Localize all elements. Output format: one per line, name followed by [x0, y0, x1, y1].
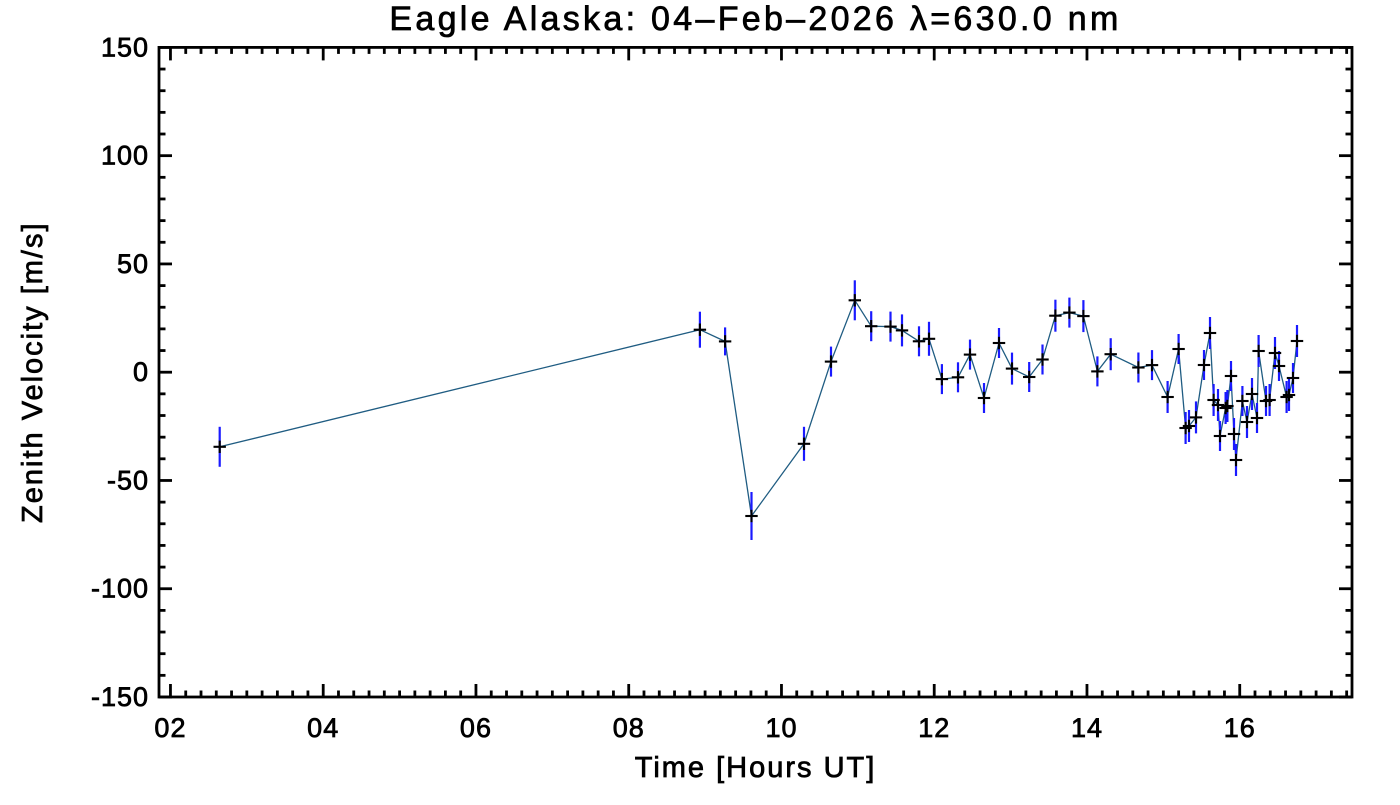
svg-text:04: 04 — [307, 713, 339, 743]
svg-text:Eagle Alaska: 04–Feb–2026 λ=63: Eagle Alaska: 04–Feb–2026 λ=630.0 nm — [389, 0, 1121, 38]
svg-text:06: 06 — [460, 713, 492, 743]
svg-text:Time [Hours UT]: Time [Hours UT] — [635, 752, 877, 784]
svg-text:14: 14 — [1071, 713, 1103, 743]
svg-text:12: 12 — [918, 713, 950, 743]
svg-text:50: 50 — [117, 249, 149, 279]
svg-text:10: 10 — [765, 713, 797, 743]
svg-text:08: 08 — [613, 713, 645, 743]
svg-text:-50: -50 — [107, 465, 149, 495]
svg-text:Zenith Velocity [m/s]: Zenith Velocity [m/s] — [17, 221, 49, 523]
svg-text:-100: -100 — [91, 574, 149, 604]
svg-text:16: 16 — [1224, 713, 1256, 743]
svg-text:02: 02 — [154, 713, 186, 743]
svg-text:100: 100 — [101, 141, 149, 171]
svg-text:0: 0 — [133, 357, 149, 387]
svg-text:150: 150 — [101, 32, 149, 62]
svg-text:-150: -150 — [91, 682, 149, 712]
